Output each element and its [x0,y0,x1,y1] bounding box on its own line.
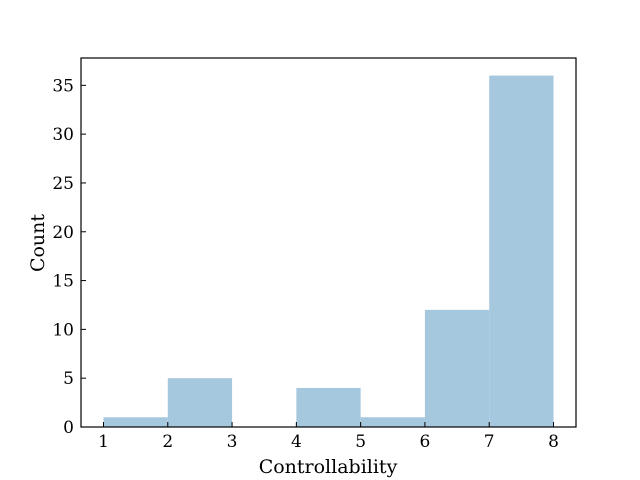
x-tick-label: 2 [162,432,173,452]
y-tick-label: 20 [52,223,74,243]
y-tick-label: 15 [52,272,74,292]
y-axis: 0 5 10 15 20 25 30 35 [52,76,86,438]
x-tick-label: 7 [484,432,495,452]
x-tick-label: 8 [548,432,559,452]
y-tick-label: 0 [63,418,74,438]
histogram-bar-6-7 [424,309,490,427]
x-tick-label: 5 [355,432,366,452]
histogram-bar-7-8 [489,75,554,428]
y-tick-label: 30 [52,125,74,145]
histogram-bar-5-6 [360,417,425,427]
histogram-bar-1-2 [103,417,168,427]
y-tick-label: 5 [63,369,74,389]
y-tick-label: 25 [52,174,74,194]
x-axis: 1 2 3 4 5 6 7 8 [98,422,559,452]
histogram-bar-4-5 [296,387,361,427]
x-tick-label: 1 [98,432,109,452]
bars-group [103,75,554,428]
y-tick-label: 35 [52,76,74,96]
y-tick-label: 10 [52,320,74,340]
y-axis-label: Count [27,214,49,272]
histogram-bar-2-3 [167,378,233,427]
x-tick-label: 6 [420,432,431,452]
x-axis-label: Controllability [259,456,398,478]
x-tick-label: 4 [291,432,302,452]
x-tick-label: 3 [227,432,238,452]
plot-frame [80,57,577,428]
